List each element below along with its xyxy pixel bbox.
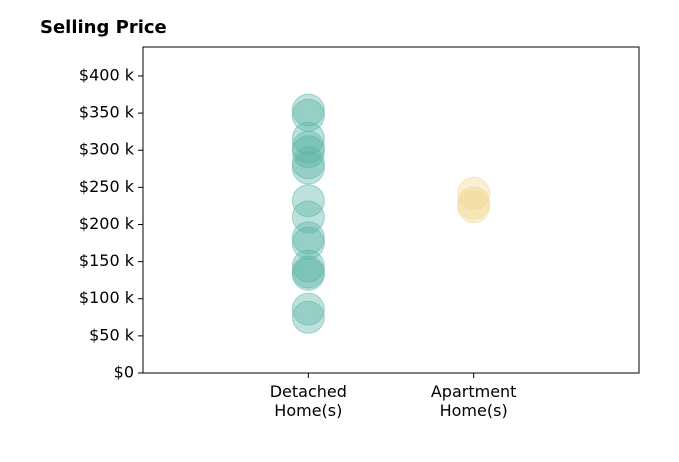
point — [291, 200, 325, 234]
point — [291, 257, 325, 291]
point — [291, 221, 325, 255]
y-tick-label: $200 k — [79, 214, 135, 233]
x-tick-label: Apartment Home(s) — [430, 382, 517, 420]
point — [291, 121, 325, 155]
y-tick-label: $400 k — [79, 65, 135, 84]
point — [291, 146, 325, 180]
point — [291, 226, 325, 260]
point — [457, 190, 491, 224]
point — [291, 93, 325, 127]
plot-frame — [142, 46, 640, 374]
chart-title: Selling Price — [40, 17, 167, 38]
y-tick-label: $150 k — [79, 251, 135, 270]
y-tick-label: $50 k — [89, 325, 135, 344]
y-tick-label: $350 k — [79, 103, 135, 122]
point — [291, 292, 325, 326]
y-tick-label: $300 k — [79, 140, 135, 159]
y-tick-label: $100 k — [79, 288, 135, 307]
x-tick-label: Detached Home(s) — [269, 382, 347, 420]
y-tick-label: $0 — [114, 363, 134, 382]
point — [291, 151, 325, 185]
y-tick-label: $250 k — [79, 177, 135, 196]
point — [291, 300, 325, 334]
point — [457, 176, 491, 210]
